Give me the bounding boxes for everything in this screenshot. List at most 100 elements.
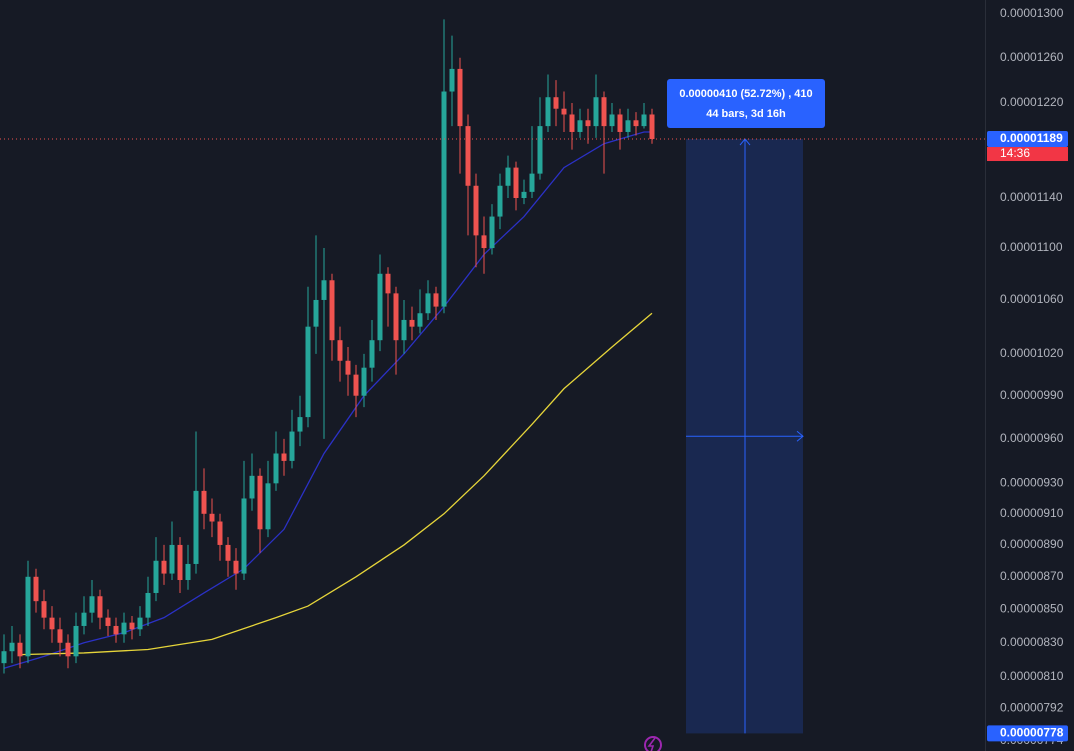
- candle-body: [497, 185, 503, 217]
- candle-body: [361, 367, 367, 396]
- y-tick-label: 0.00000930: [1000, 475, 1064, 489]
- candle-body: [129, 622, 135, 630]
- candle-body: [49, 617, 55, 630]
- candle-body: [281, 453, 287, 461]
- last-price-label: 0.00001189: [1000, 131, 1063, 145]
- y-tick-label: 0.00000870: [1000, 569, 1064, 583]
- candle-body: [353, 374, 359, 396]
- candle-body: [201, 490, 207, 514]
- measure-span: 44 bars, 3d 16h: [706, 108, 786, 120]
- y-tick-label: 0.00000850: [1000, 602, 1064, 616]
- candle-body: [377, 273, 383, 341]
- candle-body: [481, 235, 487, 249]
- measure-label-box: [667, 79, 825, 128]
- candle-body: [617, 114, 623, 132]
- candle-body: [209, 513, 215, 522]
- candle-body: [305, 326, 311, 418]
- plot: [1, 19, 655, 674]
- candle-body: [265, 483, 271, 530]
- candle-body: [537, 126, 543, 174]
- candle-body: [561, 108, 567, 115]
- countdown-label: 14:36: [1000, 146, 1030, 160]
- y-tick-label: 0.00001260: [1000, 50, 1064, 64]
- candle-body: [57, 629, 63, 643]
- candle-body: [17, 642, 23, 657]
- candle-body: [217, 521, 223, 545]
- candle-body: [457, 68, 463, 127]
- measure-low-label: 0.00000778: [1000, 726, 1064, 740]
- candle-body: [33, 576, 39, 602]
- candle-body: [249, 475, 255, 499]
- y-tick-label: 0.00000990: [1000, 388, 1064, 402]
- candle-body: [433, 293, 439, 307]
- candle-body: [321, 280, 327, 300]
- candle-body: [337, 340, 343, 361]
- measure-change: 0.00000410 (52.72%) , 410: [679, 88, 812, 100]
- measure-h-arrow: [796, 430, 804, 442]
- candle-body: [329, 280, 335, 341]
- candle-body: [185, 563, 191, 581]
- candle-body: [105, 617, 111, 626]
- last-price-tag: [987, 131, 1068, 148]
- candle-body: [385, 273, 391, 294]
- candle-body: [609, 114, 615, 127]
- candle-body: [41, 601, 47, 618]
- candle-body: [417, 313, 423, 327]
- candle-body: [369, 340, 375, 368]
- candle-body: [9, 642, 15, 652]
- candle-body: [569, 114, 575, 132]
- y-tick-label: 0.00000910: [1000, 506, 1064, 520]
- candle-body: [161, 560, 167, 574]
- y-tick-label: 0.00000830: [1000, 635, 1064, 649]
- candle-body: [113, 625, 119, 635]
- candle-body: [473, 185, 479, 236]
- candle-body: [81, 612, 87, 626]
- candle-body: [577, 120, 583, 132]
- candle-body: [1, 651, 7, 664]
- candle-body: [225, 544, 231, 561]
- candle-body: [553, 97, 559, 109]
- candle-body: [193, 490, 199, 564]
- candle-body: [513, 167, 519, 198]
- candle-body: [465, 126, 471, 186]
- candle-body: [545, 97, 551, 127]
- candle-body: [273, 453, 279, 484]
- candle-body: [177, 544, 183, 581]
- candle-body: [601, 97, 607, 127]
- y-tick-label: 0.00001220: [1000, 95, 1064, 109]
- candle-body: [121, 622, 127, 635]
- candle-body: [625, 120, 631, 132]
- candle-body: [25, 576, 31, 657]
- measure-low-tag: [987, 725, 1068, 742]
- candle-body: [489, 216, 495, 249]
- candle-body: [401, 319, 407, 341]
- candle-body: [393, 293, 399, 341]
- candle-body: [65, 642, 71, 657]
- y-tick-label: 0.00001100: [1000, 240, 1063, 254]
- candle-body: [641, 114, 647, 127]
- candle-body: [153, 560, 159, 593]
- candle-body: [409, 319, 415, 327]
- candle-body: [257, 475, 263, 530]
- countdown-tag: [987, 147, 1068, 162]
- y-tick-label: 0.00001300: [1000, 6, 1064, 20]
- candle-body: [89, 596, 95, 613]
- candle-body: [345, 360, 351, 375]
- y-tick-label: 0.00000810: [1000, 669, 1064, 683]
- y-tick-label: 0.00001140: [1000, 190, 1063, 204]
- y-tick-label: 0.00001020: [1000, 346, 1064, 360]
- moving-average: [19, 312, 653, 656]
- candle-body: [233, 560, 239, 574]
- moving-average: [3, 131, 652, 669]
- y-tick-label: 0.00000960: [1000, 431, 1064, 445]
- candle-body: [529, 173, 535, 192]
- candle-body: [169, 544, 175, 574]
- candle-body: [73, 625, 79, 657]
- y-tick-label: 0.00000792: [1000, 701, 1064, 715]
- candle-body: [241, 498, 247, 574]
- candle-body: [97, 596, 103, 618]
- candle-body: [585, 120, 591, 127]
